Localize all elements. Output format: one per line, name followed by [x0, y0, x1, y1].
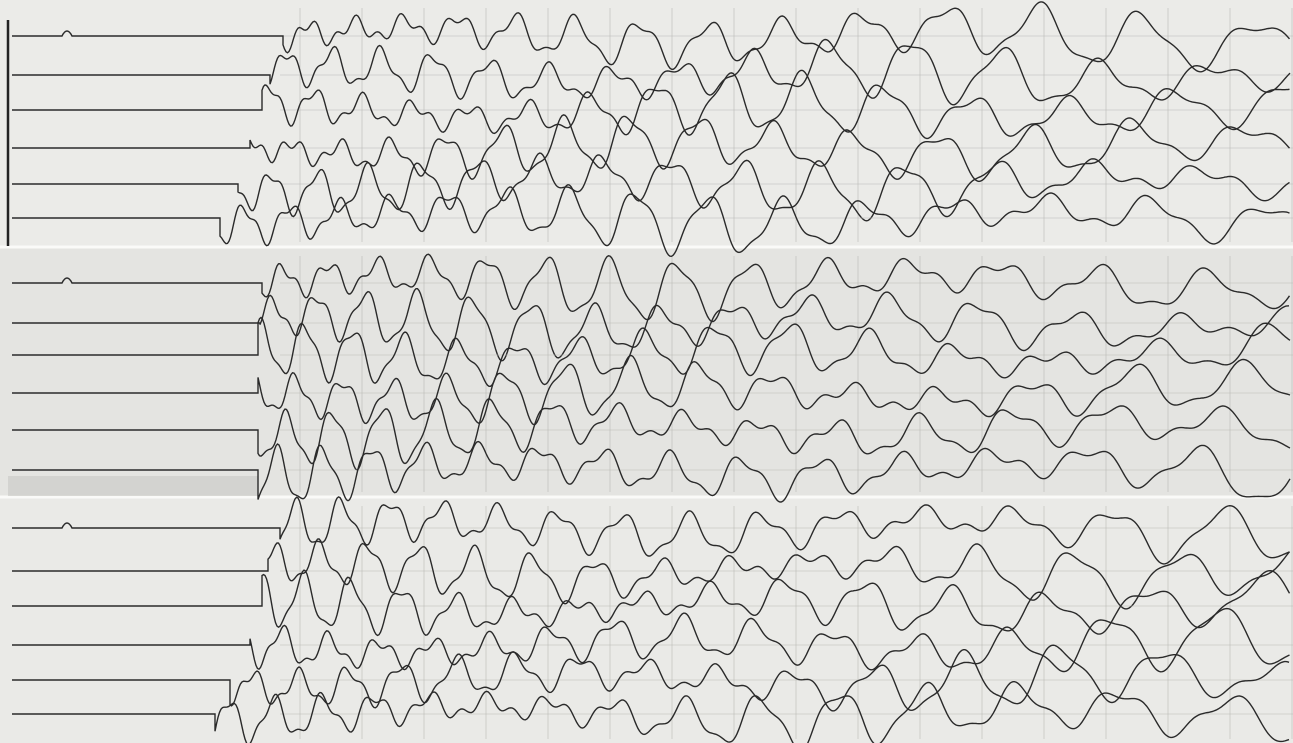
page: (() => { JSON.parse(document.getElementB… — [0, 0, 1293, 743]
panel-top — [0, 0, 1293, 246]
smudge — [8, 476, 258, 496]
seismogram-record — [0, 0, 1293, 743]
